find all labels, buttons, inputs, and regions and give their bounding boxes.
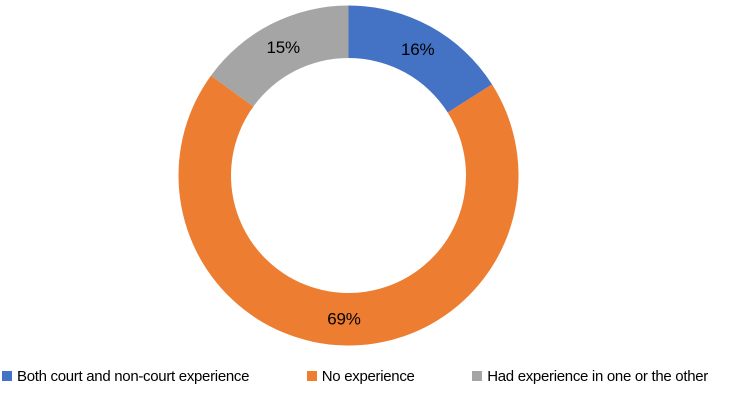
donut-plot-area: 16% 69% 15% xyxy=(178,5,519,346)
legend-swatch-icon xyxy=(2,371,12,381)
legend-item-0: Both court and non-court experience xyxy=(2,369,249,384)
slice-0 xyxy=(348,5,493,113)
slice-label-2: 15% xyxy=(267,38,301,57)
slice-label-1: 69% xyxy=(327,310,361,329)
legend: Both court and non-court experience No ex… xyxy=(0,363,735,389)
legend-item-1: No experience xyxy=(306,367,415,385)
legend-label-0: Both court and non-court experience xyxy=(17,367,250,385)
legend-label-2: Had experience in one or the other xyxy=(487,367,708,385)
slice-1 xyxy=(178,75,519,346)
legend-swatch-icon xyxy=(306,371,317,381)
slice-2 xyxy=(210,5,349,107)
legend-swatch-icon xyxy=(472,371,483,381)
legend-label-1: No experience xyxy=(321,367,415,385)
legend-item-2: Had experience in one or the other xyxy=(472,369,708,384)
slice-label-0: 16% xyxy=(401,40,435,59)
